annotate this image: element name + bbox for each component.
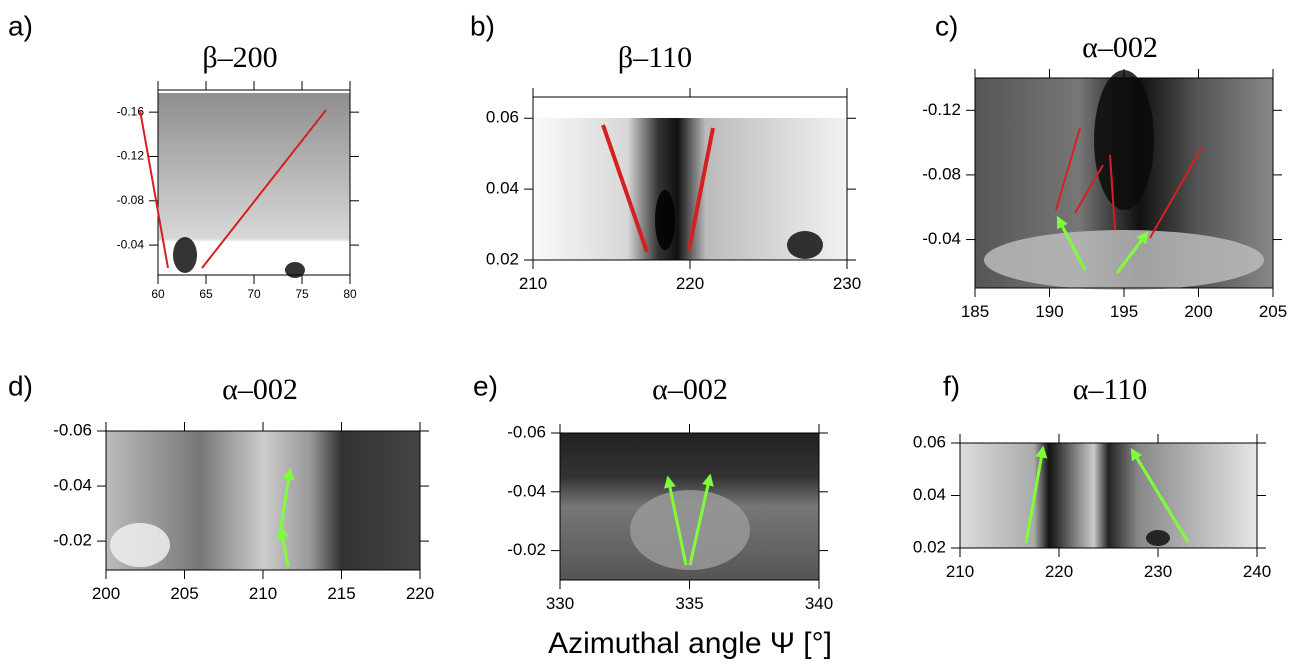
y-tick-label: -0.12 <box>117 149 145 163</box>
green-arrow <box>277 467 295 541</box>
x-tick-label: 75 <box>295 287 309 301</box>
panel-label: e) <box>473 370 498 401</box>
y-tick-label: 0.04 <box>486 179 519 198</box>
image-feature <box>787 231 823 259</box>
y-tick-label: -0.12 <box>922 100 961 119</box>
x-tick-label: 220 <box>676 274 704 293</box>
image-feature <box>285 262 305 278</box>
panel-title: α–002 <box>222 373 298 406</box>
red-line <box>1149 146 1203 239</box>
x-tick-label: 215 <box>327 584 355 603</box>
green-arrow <box>688 473 714 566</box>
x-axis-label: Azimuthal angle Ψ [°] <box>548 627 832 660</box>
y-tick-label: 0.06 <box>486 108 519 127</box>
x-tick-label: 330 <box>546 594 574 613</box>
y-tick-label: -0.06 <box>507 422 546 441</box>
red-line <box>1109 154 1116 231</box>
x-tick-label: 230 <box>1144 562 1172 581</box>
x-tick-label: 230 <box>833 274 861 293</box>
red-line <box>139 109 169 269</box>
x-tick-label: 210 <box>946 562 974 581</box>
green-arrow <box>276 525 290 568</box>
panel-title: β–200 <box>202 41 277 74</box>
y-tick-label: 0.02 <box>913 537 946 556</box>
x-tick-label: 200 <box>92 584 120 603</box>
image-feature <box>655 190 675 250</box>
panel-label: f) <box>943 370 960 401</box>
y-tick-label: 0.06 <box>913 432 946 451</box>
y-tick-label: -0.04 <box>507 481 546 500</box>
x-tick-label: 60 <box>151 287 165 301</box>
y-tick-label: -0.04 <box>922 229 961 248</box>
green-arrow <box>1024 445 1048 544</box>
red-line <box>687 127 715 251</box>
x-tick-label: 210 <box>249 584 277 603</box>
panel-label: b) <box>470 10 495 41</box>
y-tick-label: -0.02 <box>53 531 92 550</box>
y-tick-label: -0.08 <box>922 164 961 183</box>
x-tick-label: 200 <box>1184 302 1212 321</box>
y-tick-label: -0.16 <box>117 104 145 118</box>
x-tick-label: 205 <box>170 584 198 603</box>
x-tick-label: 195 <box>1110 302 1138 321</box>
x-tick-label: 240 <box>1243 562 1271 581</box>
y-tick-label: -0.06 <box>53 420 92 439</box>
x-tick-label: 335 <box>675 594 703 613</box>
panel-label: a) <box>8 10 33 41</box>
panel-title: β–110 <box>618 41 692 74</box>
y-tick-label: 0.04 <box>913 485 946 504</box>
image <box>960 443 1257 548</box>
y-tick-label: -0.08 <box>117 193 145 207</box>
x-tick-label: 70 <box>247 287 261 301</box>
panel-label: d) <box>8 370 33 401</box>
red-line <box>201 109 327 269</box>
panel-label: c) <box>935 10 958 41</box>
x-tick-label: 190 <box>1035 302 1063 321</box>
image-feature <box>173 237 197 273</box>
green-arrow <box>1115 231 1149 274</box>
image-feature <box>1146 530 1170 546</box>
green-arrow <box>1130 447 1190 543</box>
x-tick-label: 210 <box>519 274 547 293</box>
panel-title: α–002 <box>652 373 728 406</box>
panel-title: α–110 <box>1073 373 1148 406</box>
x-tick-label: 65 <box>199 287 213 301</box>
image-feature <box>984 230 1264 290</box>
x-tick-label: 185 <box>961 302 989 321</box>
green-arrow <box>664 475 688 566</box>
x-tick-label: 80 <box>343 287 357 301</box>
x-tick-label: 205 <box>1259 302 1287 321</box>
x-tick-label: 220 <box>1045 562 1073 581</box>
y-tick-label: -0.04 <box>53 476 92 495</box>
image-feature <box>1094 70 1154 210</box>
red-line <box>1074 164 1104 214</box>
x-tick-label: 340 <box>805 594 833 613</box>
y-tick-label: -0.02 <box>507 540 546 559</box>
y-tick-label: -0.04 <box>117 237 145 251</box>
image-feature <box>630 490 750 570</box>
red-line <box>601 124 649 253</box>
x-tick-label: 220 <box>406 584 434 603</box>
panel-title: α–002 <box>1082 31 1158 64</box>
red-line <box>1055 127 1081 211</box>
y-tick-label: 0.02 <box>486 249 519 268</box>
image-feature <box>110 523 170 567</box>
green-arrow <box>1056 215 1087 271</box>
